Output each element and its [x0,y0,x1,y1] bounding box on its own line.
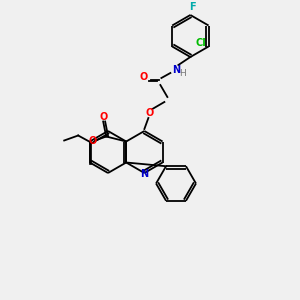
Text: N: N [172,65,180,75]
Text: Cl: Cl [195,38,206,49]
Text: O: O [99,112,107,122]
Text: F: F [189,2,196,12]
Text: O: O [139,72,148,82]
Text: O: O [145,108,154,118]
Text: N: N [140,169,148,179]
Text: O: O [88,136,96,146]
Text: H: H [179,70,186,79]
